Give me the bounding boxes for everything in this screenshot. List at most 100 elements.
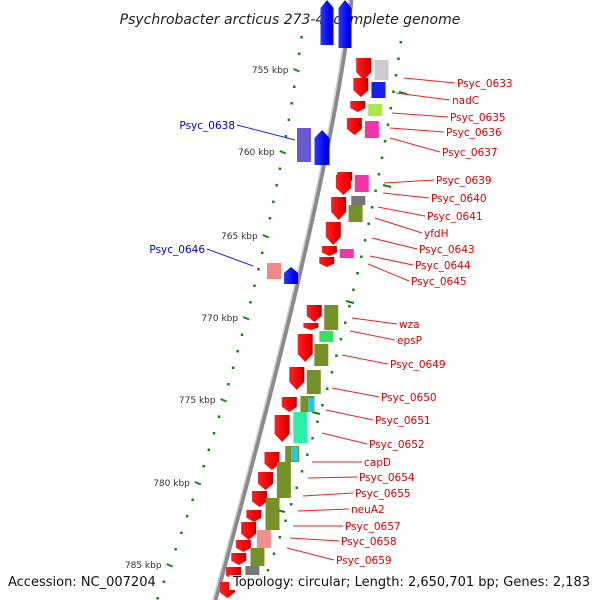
gene-label-forward: Psyc_0657 (345, 521, 401, 533)
forward-gene-arrow (231, 553, 247, 565)
cog-block (293, 412, 308, 443)
minor-tick (212, 432, 216, 435)
major-tick (242, 316, 250, 321)
minor-tick (162, 580, 166, 583)
major-tick (194, 481, 202, 486)
major-tick (279, 150, 287, 155)
forward-gene-arrow (353, 78, 369, 97)
minor-tick (217, 415, 221, 418)
ring-dot (348, 305, 351, 308)
ring-dot (343, 321, 347, 324)
minor-tick (191, 498, 194, 501)
major-tick (293, 68, 300, 73)
minor-tick (185, 515, 189, 518)
gene-label-forward: Psyc_0649 (390, 359, 446, 371)
forward-gene-arrow (264, 452, 280, 470)
forward-gene-arrow (246, 510, 262, 522)
minor-tick (275, 184, 278, 187)
label-leader-line (371, 237, 418, 250)
label-leader-line (302, 492, 354, 497)
minor-tick (257, 268, 260, 271)
forward-gene-arrow (335, 175, 351, 195)
label-leader-line (374, 217, 423, 234)
label-leader-line (383, 179, 435, 184)
reverse-gene-arrow (338, 0, 352, 48)
minor-tick (300, 36, 303, 39)
forward-gene-arrow (281, 397, 297, 412)
ring-dot (356, 272, 359, 275)
gene-label-forward: epsP (397, 335, 422, 347)
ring-dot (360, 255, 363, 258)
minor-tick (202, 465, 205, 468)
gene-label-forward: wza (399, 319, 420, 331)
label-leader-line (349, 330, 396, 341)
gene-label-forward: nadC (452, 95, 479, 107)
ring-dot (321, 404, 324, 407)
forward-gene-arrow (331, 197, 347, 220)
ring-dot (295, 486, 298, 489)
label-leader-line (403, 77, 456, 84)
cog-block (265, 498, 280, 530)
tick-label: 770 kbp (201, 314, 238, 324)
label-leader-line (351, 317, 398, 325)
tick-label: 765 kbp (221, 232, 258, 242)
gene-label-forward: Psyc_0636 (446, 127, 502, 139)
label-leader-line (331, 387, 380, 398)
label-leader-line (286, 547, 335, 561)
ring-dot (392, 90, 395, 93)
gc-ring-dots (260, 41, 408, 588)
topology-text: Topology: circular; Length: 2,650,701 bp… (229, 575, 591, 590)
cog-block (354, 175, 369, 192)
ring-dot (306, 453, 309, 456)
forward-gene-arrow (297, 334, 313, 362)
cog-block (348, 205, 363, 222)
ring-dot (325, 387, 329, 390)
label-leader-line (391, 112, 449, 118)
gene-label-forward: yfdH (424, 228, 448, 240)
minor-tick (278, 167, 282, 170)
forward-gene-arrow (319, 257, 335, 267)
minor-tick (272, 200, 275, 203)
label-leader-line (206, 248, 254, 267)
minor-tick (207, 448, 211, 451)
gene-label-forward: capD (364, 457, 391, 469)
ring-dot (335, 354, 338, 357)
ring-dot (394, 74, 398, 77)
minor-tick (260, 251, 264, 254)
ring-dot (389, 107, 393, 110)
ring-tick (382, 184, 392, 188)
ring-dot (278, 536, 282, 539)
label-leader-line (382, 192, 430, 199)
gene-label-forward: Psyc_0655 (355, 488, 411, 500)
forward-gene-arrow (252, 491, 268, 507)
cog-block (314, 344, 329, 366)
label-leader-line (297, 508, 350, 512)
gene-label-forward: Psyc_0643 (419, 244, 475, 256)
gene-label-forward: Psyc_0635 (450, 112, 506, 124)
cog-block (351, 196, 366, 205)
tick-label: 785 kbp (125, 561, 162, 571)
cog-block (364, 121, 379, 138)
gene-label-forward: Psyc_0650 (381, 392, 437, 404)
label-leader-line (389, 127, 445, 133)
cog-block (245, 566, 260, 576)
ring-tick (345, 300, 355, 304)
position-scale: 755 kbp 760 kbp 765 kbp 770 kbp 775 kbp 780 k… (125, 36, 303, 600)
map-title: Psychrobacter arcticus 273-4, complete g… (120, 12, 461, 28)
forward-gene-arrow (350, 101, 366, 112)
forward-gene-arrow (274, 415, 290, 442)
gene-label-forward: Psyc_0644 (415, 260, 471, 272)
ring-dot (386, 123, 390, 126)
cog-block (250, 548, 265, 566)
minor-tick (293, 85, 296, 88)
minor-tick (287, 118, 291, 121)
ring-dot (363, 239, 367, 242)
reverse-gene-arrow (314, 130, 330, 165)
gene-label-forward: neuA2 (351, 504, 385, 516)
forward-gene-arrow (241, 522, 257, 540)
label-leader-line (369, 255, 414, 266)
tick-label: 780 kbp (153, 479, 190, 489)
gene-label-reverse: Psyc_0646 (149, 244, 205, 256)
gene-label-forward: Psyc_0641 (427, 211, 483, 223)
